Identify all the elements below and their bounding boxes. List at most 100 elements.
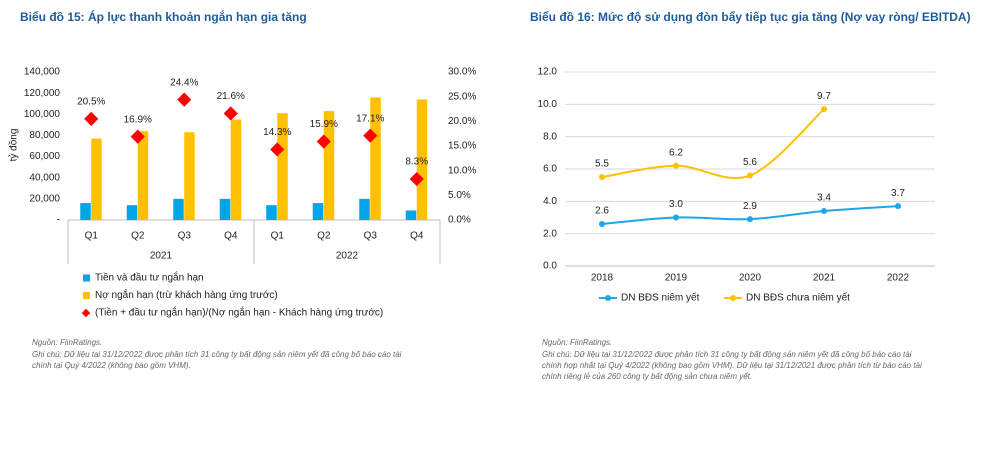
legend-marker — [83, 274, 90, 282]
x-tick-label: Q3 — [364, 231, 378, 242]
y2-tick-label: 20.0% — [448, 116, 476, 127]
y2-tick-label: 30.0% — [448, 67, 476, 78]
x-tick-label: 2021 — [813, 273, 836, 284]
data-label: 3.0 — [669, 199, 683, 210]
bar — [359, 198, 370, 220]
source-note: Nguồn: FiinRatings. — [542, 338, 612, 347]
point-marker — [821, 106, 827, 113]
data-label: 14.3% — [263, 127, 291, 138]
x-tick-label: Q4 — [410, 231, 424, 242]
bar — [126, 205, 138, 220]
data-label: 24.4% — [170, 77, 198, 88]
bar — [405, 210, 417, 220]
data-label: 2.6 — [595, 206, 609, 217]
y-tick-label: 80,000 — [29, 130, 60, 141]
line — [601, 108, 825, 180]
point-marker — [747, 216, 753, 223]
bar — [323, 111, 335, 220]
data-label: 8.3% — [405, 157, 428, 168]
chart-title: Biểu đồ 15: Áp lực thanh khoản ngắn hạn … — [20, 9, 307, 24]
diamond-marker — [84, 111, 99, 126]
x-group-label: 2021 — [150, 251, 173, 262]
y-tick-label: 12.0 — [538, 67, 558, 78]
x-tick-label: 2022 — [887, 273, 910, 284]
y-tick-label: 10.0 — [538, 99, 558, 110]
x-tick-label: Q3 — [178, 231, 192, 242]
y2-tick-label: 5.0% — [448, 190, 471, 201]
y-tick-label: 120,000 — [24, 88, 61, 99]
y-tick-label: 20,000 — [29, 193, 60, 204]
y-tick-label: - — [57, 215, 60, 226]
y-tick-label: 60,000 — [29, 151, 60, 162]
bar — [312, 203, 324, 220]
y-tick-label: 100,000 — [24, 109, 61, 120]
bar — [137, 131, 149, 220]
data-label: 15.9% — [310, 119, 338, 130]
data-label: 17.1% — [356, 113, 384, 124]
y2-tick-label: 25.0% — [448, 91, 476, 102]
diamond-marker — [177, 92, 192, 107]
bar — [266, 205, 277, 220]
legend-label: DN BĐS niêm yết — [621, 292, 700, 304]
source-note: Nguồn: FiinRatings. — [32, 338, 102, 347]
chart-title: Biểu đồ 16: Mức độ sử dụng đòn bẩy tiếp … — [530, 10, 971, 24]
y-tick-label: 4.0 — [543, 196, 557, 207]
y2-tick-label: 0.0% — [448, 215, 471, 226]
bar — [184, 132, 195, 220]
y2-tick-label: 10.0% — [448, 165, 476, 176]
x-tick-label: 2019 — [665, 273, 688, 284]
footnote: Ghi chú: Dữ liệu tại 31/12/2022 được phâ… — [32, 350, 402, 359]
point-marker — [895, 203, 901, 210]
y-tick-label: 8.0 — [543, 131, 557, 142]
x-tick-label: Q2 — [131, 231, 145, 242]
bar — [230, 119, 242, 220]
diamond-marker — [409, 171, 424, 187]
data-label: 9.7 — [817, 91, 831, 102]
diamond-marker — [363, 128, 378, 143]
y-axis-label: tỷ đồng — [8, 129, 20, 162]
x-tick-label: Q1 — [271, 231, 285, 242]
bar — [370, 97, 381, 220]
data-label: 3.7 — [891, 188, 905, 199]
x-tick-label: Q1 — [85, 231, 99, 242]
data-label: 20.5% — [77, 97, 105, 108]
y-tick-label: 2.0 — [543, 228, 557, 239]
diamond-marker — [223, 106, 238, 121]
legend-marker — [730, 295, 736, 301]
y2-tick-label: 15.0% — [448, 141, 476, 152]
y-tick-label: 140,000 — [24, 67, 61, 78]
legend-label: Tiền và đầu tư ngắn hạn — [95, 271, 204, 284]
legend-marker — [83, 292, 90, 299]
bar — [91, 138, 102, 220]
point-marker — [747, 172, 753, 179]
point-marker — [673, 162, 679, 169]
data-label: 2.9 — [743, 201, 757, 212]
data-label: 6.2 — [669, 147, 683, 158]
point-marker — [673, 214, 679, 221]
data-label: 3.4 — [817, 193, 831, 204]
x-tick-label: 2020 — [739, 273, 762, 284]
x-group-label: 2022 — [336, 251, 359, 262]
legend-marker — [605, 295, 611, 301]
x-tick-label: 2018 — [591, 273, 614, 284]
data-label: 5.5 — [595, 159, 609, 170]
x-tick-label: Q2 — [317, 231, 331, 242]
bar — [80, 203, 91, 220]
bar — [219, 198, 231, 220]
y-tick-label: 40,000 — [29, 172, 60, 183]
legend-label: (Tiền + đầu tư ngắn hạn)/(Nợ ngắn hạn - … — [95, 306, 383, 319]
point-marker — [599, 174, 605, 181]
diamond-marker — [130, 129, 145, 144]
data-label: 5.6 — [743, 157, 757, 168]
y-tick-label: 6.0 — [543, 164, 557, 175]
bar — [277, 113, 288, 220]
footnote: Ghi chú: Dữ liệu tại 31/12/2022 được phâ… — [542, 350, 912, 359]
footnote: chính tại Quý 4/2022 (không bao gồm VHM)… — [32, 361, 191, 370]
point-marker — [599, 220, 605, 227]
x-tick-label: Q4 — [224, 231, 238, 242]
point-marker — [821, 208, 827, 215]
y-tick-label: 0.0 — [543, 261, 557, 272]
footnote: chính hợp nhất tại Quý 4/2022 (không bao… — [542, 361, 922, 370]
data-label: 16.9% — [124, 114, 152, 125]
